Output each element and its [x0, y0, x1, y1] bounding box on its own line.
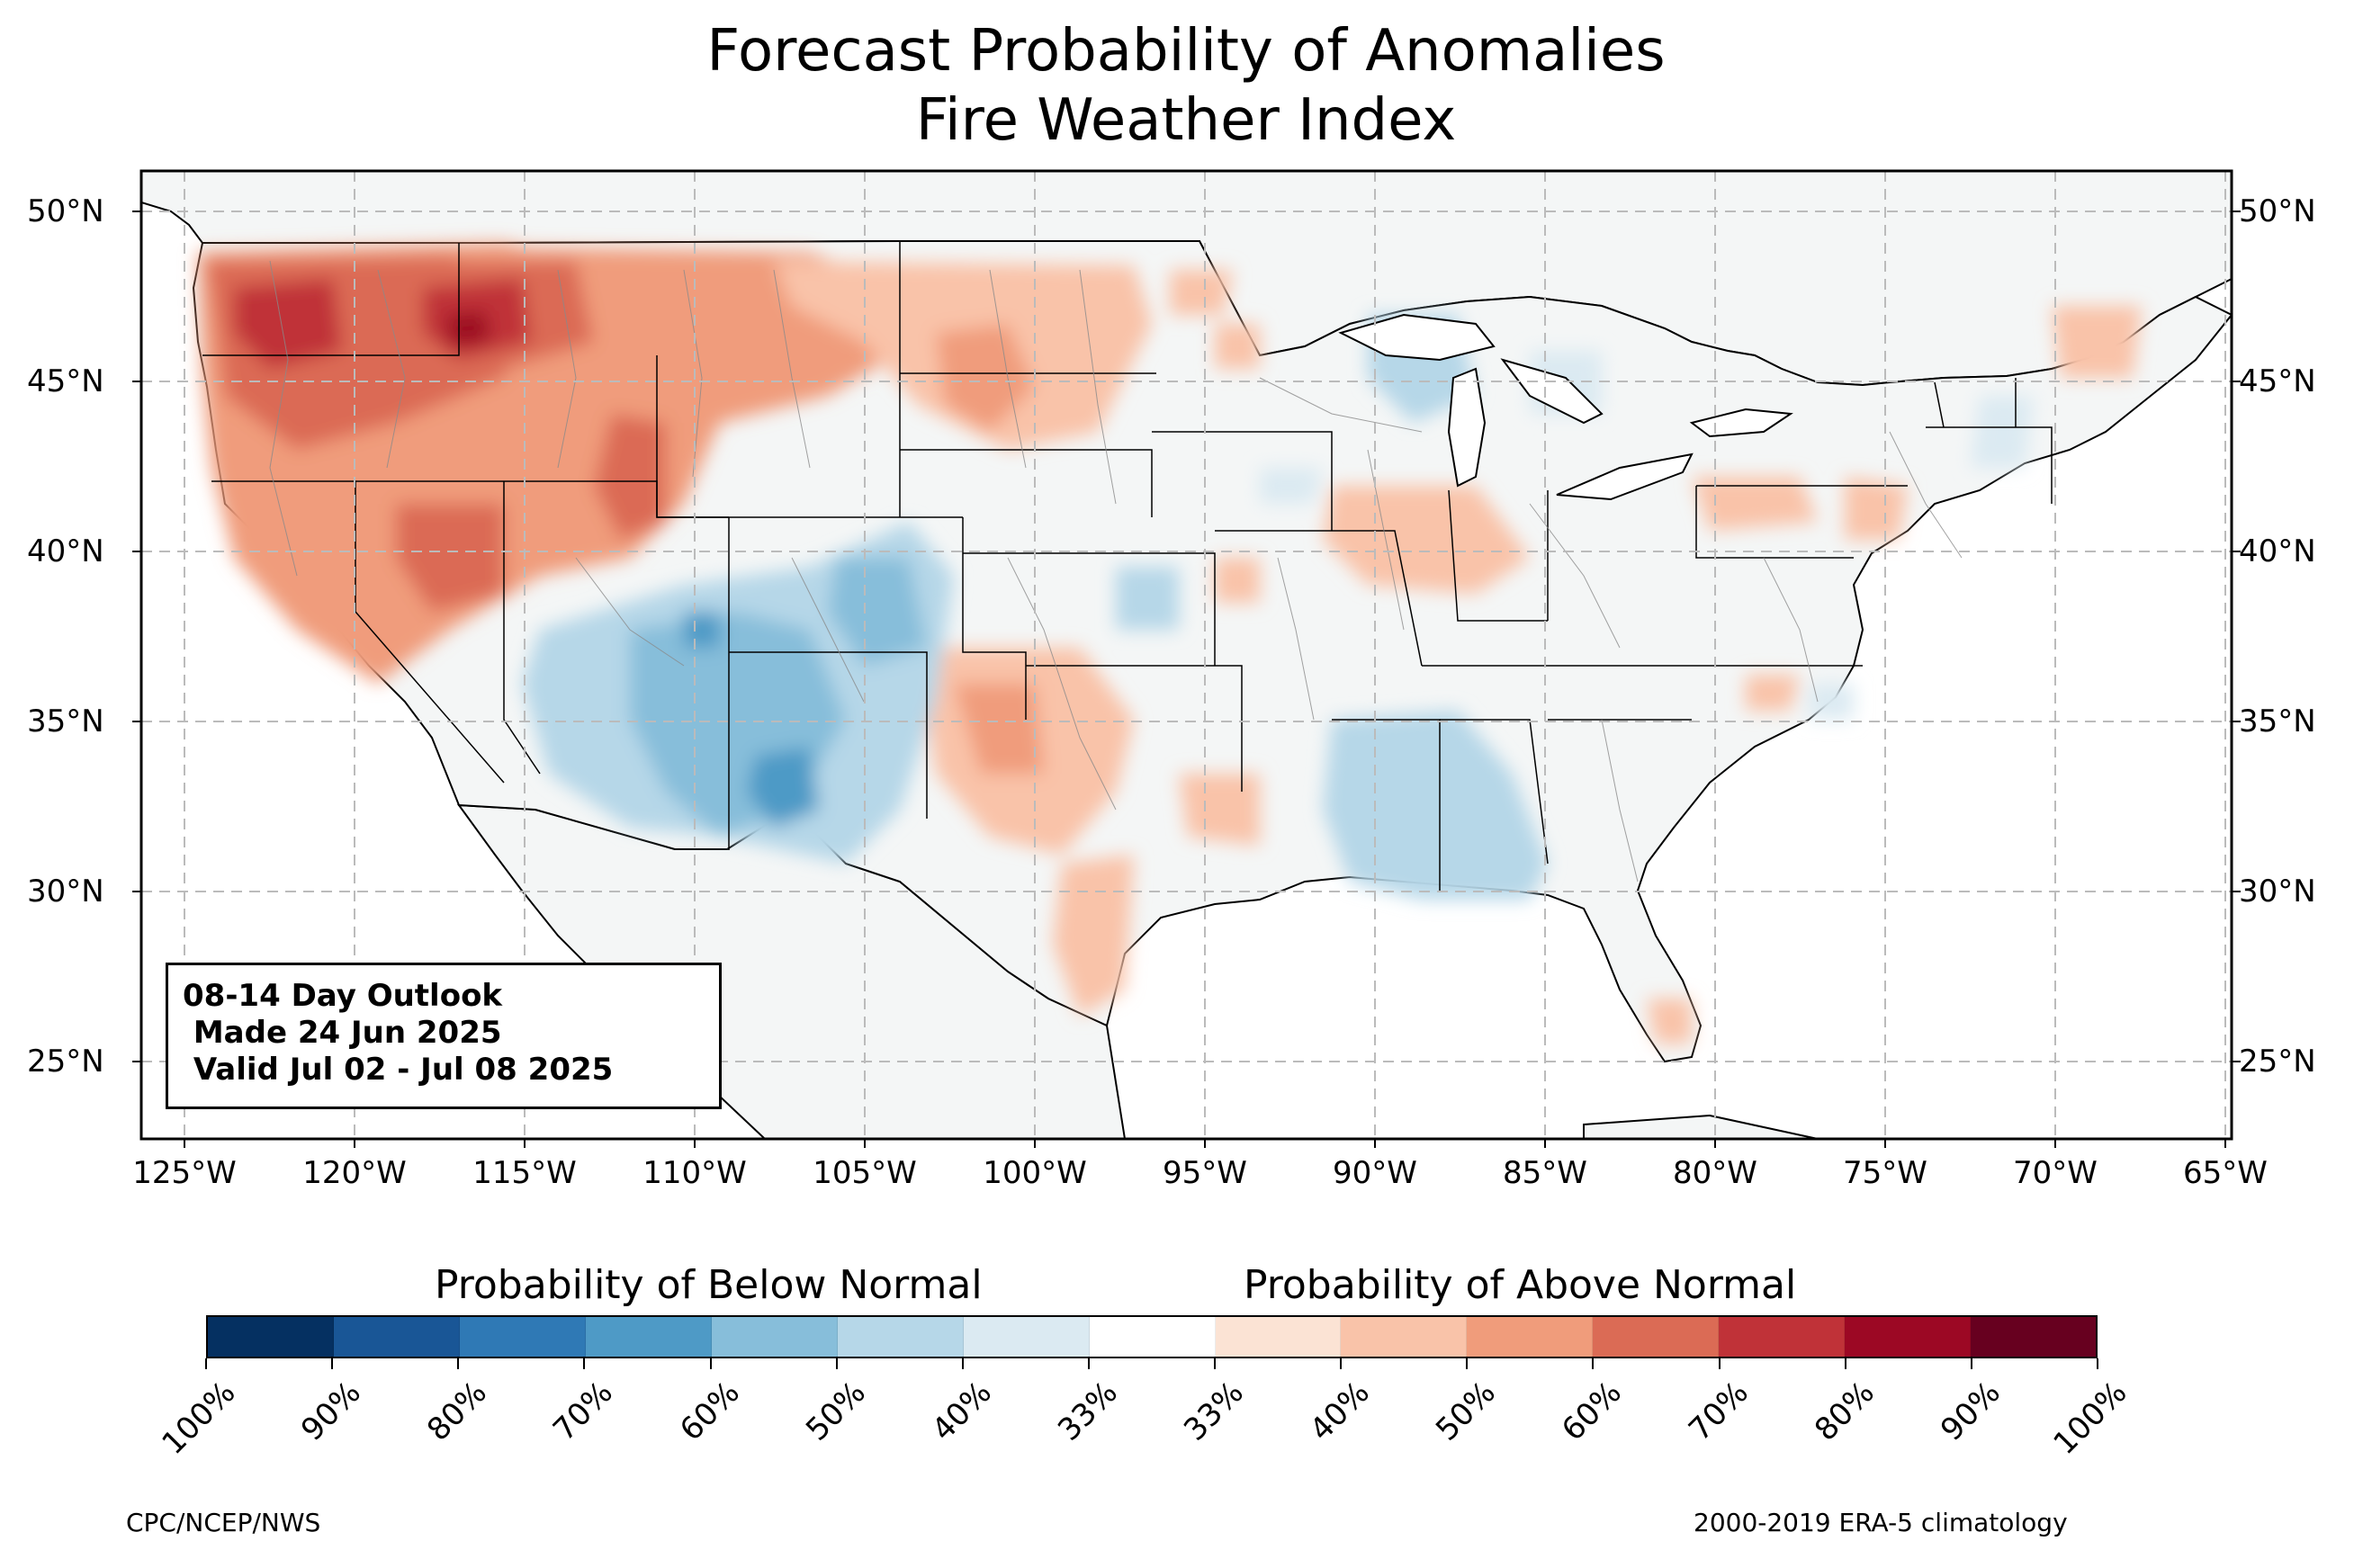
probability-colorbar — [206, 1315, 2098, 1358]
colorbar-tick — [1340, 1358, 1343, 1369]
above-normal-label: Probability of Above Normal — [1244, 1262, 1797, 1308]
lat-label-40: 40°N — [27, 533, 104, 569]
lat-label-50: 50°N — [27, 193, 104, 229]
colorbar-swatch — [208, 1317, 334, 1357]
lat-label-50-right: 50°N — [2239, 193, 2316, 229]
state-boundaries — [202, 241, 2053, 891]
colorbar-tick — [835, 1358, 838, 1369]
map-frame — [139, 169, 2233, 1141]
colorbar-tick — [2097, 1358, 2098, 1369]
lon-label-100: 100°W — [983, 1155, 1087, 1191]
colorbar-swatch — [963, 1317, 1090, 1357]
lat-label-30: 30°N — [27, 874, 104, 909]
anomaly-shading — [198, 243, 2142, 1044]
colorbar-swatch — [585, 1317, 712, 1357]
lon-label-125: 125°W — [132, 1155, 237, 1191]
outlook-made-date: Made 24 Jun 2025 — [183, 1015, 502, 1051]
footer-source: CPC/NCEP/NWS — [126, 1508, 321, 1537]
outlook-valid-range: Valid Jul 02 - Jul 08 2025 — [183, 1052, 614, 1088]
colorbar-swatch — [459, 1317, 586, 1357]
colorbar-tick — [1466, 1358, 1469, 1369]
lat-label-25-right: 25°N — [2239, 1044, 2316, 1080]
colorbar-tick — [1592, 1358, 1595, 1369]
colorbar-swatch — [1593, 1317, 1720, 1357]
colorbar-tick — [1970, 1358, 1972, 1369]
great-lakes — [1338, 313, 1793, 501]
lat-label-35-right: 35°N — [2239, 703, 2316, 739]
lon-label-80: 80°W — [1673, 1155, 1757, 1191]
lat-label-40-right: 40°N — [2239, 533, 2316, 569]
lon-label-75: 75°W — [1843, 1155, 1927, 1191]
below-normal-label: Probability of Below Normal — [435, 1262, 983, 1308]
colorbar-tick — [1844, 1358, 1846, 1369]
title-line-2: Fire Weather Index — [915, 87, 1457, 154]
lat-label-35: 35°N — [27, 703, 104, 739]
colorbar-tick — [1087, 1358, 1090, 1369]
colorbar-tick — [583, 1358, 586, 1369]
outlook-info-box: 08-14 Day Outlook Made 24 Jun 2025 Valid… — [166, 963, 722, 1109]
colorbar-tick — [205, 1358, 207, 1369]
lat-label-25: 25°N — [27, 1044, 104, 1080]
lat-label-30-right: 30°N — [2239, 874, 2316, 909]
lon-label-110: 110°W — [642, 1155, 747, 1191]
lon-label-120: 120°W — [302, 1155, 407, 1191]
colorbar-tick — [961, 1358, 964, 1369]
colorbar-swatch — [1089, 1317, 1216, 1357]
colorbar-swatch — [1215, 1317, 1342, 1357]
lon-label-70: 70°W — [2013, 1155, 2098, 1191]
outlook-period: 08-14 Day Outlook — [183, 978, 503, 1014]
colorbar-swatch — [837, 1317, 964, 1357]
colorbar-swatch — [333, 1317, 460, 1357]
colorbar-swatch — [1845, 1317, 1972, 1357]
title-line-1: Forecast Probability of Anomalies — [706, 18, 1666, 85]
lon-label-95: 95°W — [1163, 1155, 1247, 1191]
colorbar-swatch — [1467, 1317, 1594, 1357]
colorbar-tick — [709, 1358, 712, 1369]
colorbar-tick — [1718, 1358, 1721, 1369]
above-normal-peak — [445, 310, 490, 346]
below-normal-lower-mississippi — [1323, 711, 1548, 900]
colorbar-swatch — [711, 1317, 838, 1357]
lat-label-45: 45°N — [27, 363, 104, 399]
lon-label-90: 90°W — [1333, 1155, 1417, 1191]
lon-label-105: 105°W — [813, 1155, 917, 1191]
colorbar-tick — [457, 1358, 460, 1369]
colorbar-swatch — [1971, 1317, 2097, 1357]
colorbar-swatch — [1719, 1317, 1846, 1357]
lat-label-45-right: 45°N — [2239, 363, 2316, 399]
colorbar-swatch — [1341, 1317, 1468, 1357]
colorbar-tick — [1214, 1358, 1217, 1369]
lon-label-115: 115°W — [472, 1155, 577, 1191]
colorbar-tick — [331, 1358, 334, 1369]
lon-label-85: 85°W — [1503, 1155, 1587, 1191]
footer-climatology: 2000-2019 ERA-5 climatology — [1694, 1508, 2068, 1537]
lon-label-65: 65°W — [2183, 1155, 2268, 1191]
